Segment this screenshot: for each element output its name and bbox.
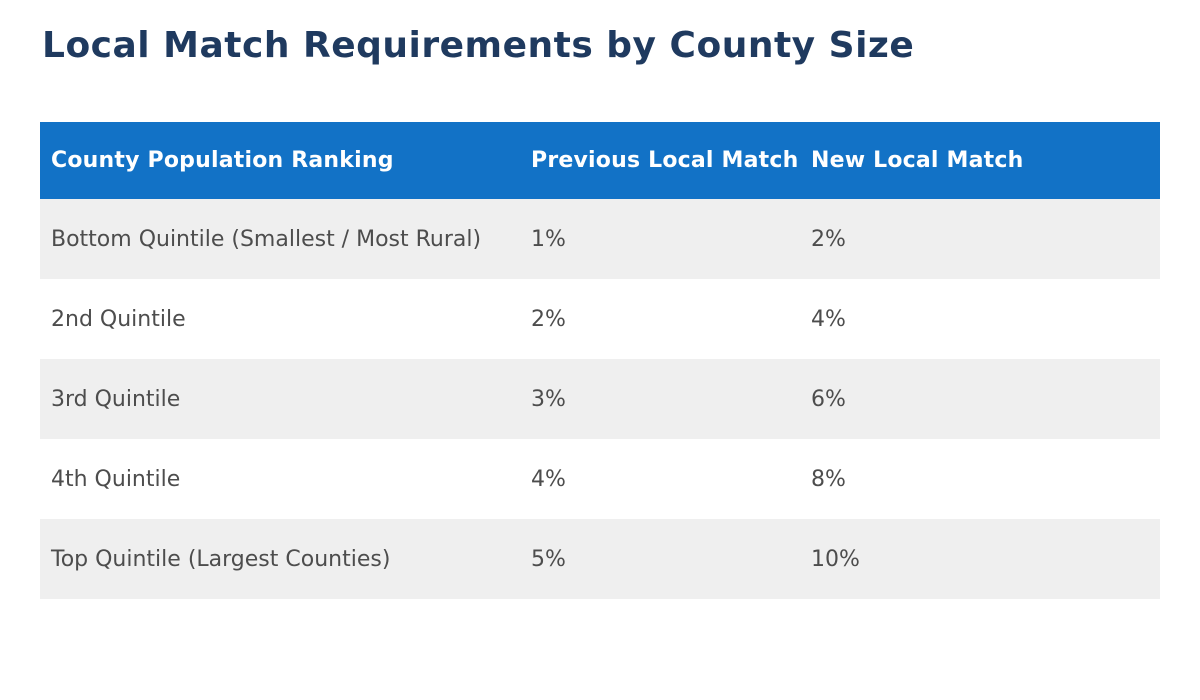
column-header-previous-local-match: Previous Local Match <box>520 122 800 199</box>
new-match-cell: 6% <box>811 386 846 412</box>
row-label-cell: 4th Quintile <box>51 466 181 492</box>
new-match-cell: 4% <box>811 306 846 332</box>
previous-match-cell: 1% <box>531 226 566 252</box>
previous-match-cell: 3% <box>531 386 566 412</box>
new-match-cell: 8% <box>811 466 846 492</box>
table-row: Bottom Quintile (Smallest / Most Rural) … <box>40 199 1160 279</box>
table-header-row: County Population Ranking Previous Local… <box>40 122 1160 199</box>
table-row: 2nd Quintile 2% 4% <box>40 279 1160 359</box>
table-row: 4th Quintile 4% 8% <box>40 439 1160 519</box>
row-label-cell: Top Quintile (Largest Counties) <box>51 546 391 572</box>
previous-match-cell: 5% <box>531 546 566 572</box>
page-title: Local Match Requirements by County Size <box>42 25 915 66</box>
column-header-county-population-ranking: County Population Ranking <box>40 122 520 199</box>
row-label-cell: 3rd Quintile <box>51 386 181 412</box>
previous-match-cell: 2% <box>531 306 566 332</box>
row-label-cell: 2nd Quintile <box>51 306 186 332</box>
previous-match-cell: 4% <box>531 466 566 492</box>
column-header-new-local-match: New Local Match <box>800 122 1160 199</box>
new-match-cell: 2% <box>811 226 846 252</box>
table-row: 3rd Quintile 3% 6% <box>40 359 1160 439</box>
local-match-table: County Population Ranking Previous Local… <box>40 122 1160 599</box>
row-label-cell: Bottom Quintile (Smallest / Most Rural) <box>51 226 482 252</box>
new-match-cell: 10% <box>811 546 860 572</box>
table-row: Top Quintile (Largest Counties) 5% 10% <box>40 519 1160 599</box>
